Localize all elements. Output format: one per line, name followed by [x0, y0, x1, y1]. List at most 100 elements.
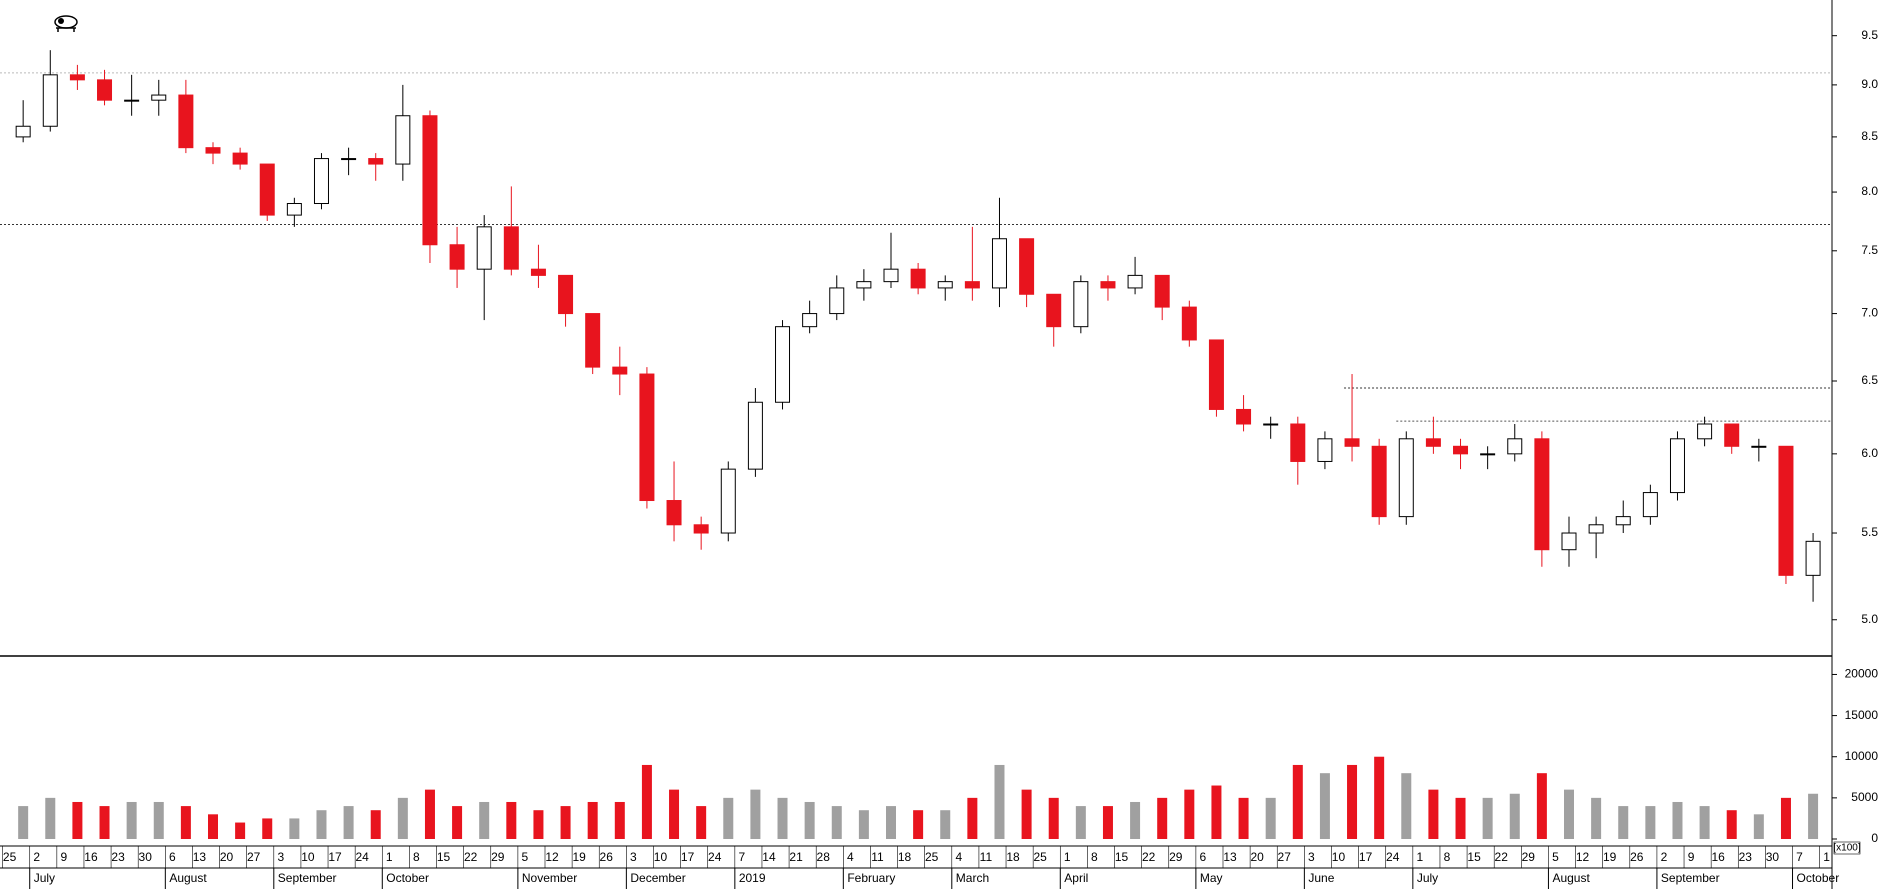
volume-bar [831, 806, 842, 839]
x-tick-label: 20 [1250, 850, 1264, 864]
candle-body [910, 268, 926, 289]
volume-bar [1645, 806, 1656, 839]
y-tick-label: 7.5 [1861, 243, 1878, 257]
month-label: July [1417, 871, 1438, 885]
candle-body [747, 401, 763, 470]
y-tick-label: 5.5 [1861, 525, 1878, 539]
x-tick-label: 23 [1739, 850, 1753, 864]
candle-body [449, 244, 465, 270]
candle-body [1127, 274, 1143, 289]
candle-body [1453, 445, 1469, 455]
y2-tick-label: 10000 [1845, 749, 1879, 763]
candle-body [1561, 532, 1577, 551]
volume-bar [669, 789, 680, 839]
x-tick-label: 6 [169, 850, 176, 864]
candle-body [1371, 445, 1387, 518]
candle-body [1805, 540, 1821, 576]
volume-bar [1618, 806, 1629, 839]
month-label: September [278, 871, 337, 885]
volume-bar [1808, 793, 1819, 839]
candle-body [612, 366, 628, 375]
x-tick-label: 25 [3, 850, 17, 864]
x-tick-label: 11 [871, 850, 884, 864]
candle-body [1181, 306, 1197, 341]
candle-body [205, 147, 221, 154]
volume-bar [1184, 789, 1195, 839]
x-tick-label: 8 [413, 850, 420, 864]
x-tick-label: 16 [1711, 850, 1725, 864]
x-tick-label: 24 [708, 850, 722, 864]
x-tick-label: 3 [277, 850, 284, 864]
volume-bar [1238, 797, 1249, 839]
x-tick-label: 12 [1576, 850, 1590, 864]
x-tick-label: 1 [1064, 850, 1071, 864]
candle-body [1208, 339, 1224, 410]
volume-bar [614, 801, 625, 839]
x-tick-label: 20 [220, 850, 234, 864]
volume-bar [397, 797, 408, 839]
candle-body [368, 158, 384, 165]
volume-bar [506, 801, 517, 839]
candle-body [1642, 492, 1658, 518]
x-tick-label: 10 [1332, 850, 1346, 864]
candle-body [341, 158, 357, 161]
volume-bar [126, 801, 137, 839]
candle-body [1480, 453, 1496, 456]
candle-body [1751, 445, 1767, 448]
x-tick-label: 4 [847, 850, 854, 864]
volume-bar [1048, 797, 1059, 839]
candle-body [286, 203, 302, 216]
x-tick-label: 3 [1308, 850, 1315, 864]
volume-bar [641, 764, 652, 839]
candle-body [259, 163, 275, 216]
candle-body [1588, 524, 1604, 534]
y2-tick-label: 20000 [1845, 667, 1879, 681]
x-tick-label: 19 [572, 850, 586, 864]
candle-body [1100, 281, 1116, 289]
candle-body [15, 125, 31, 138]
volume-bar [1428, 789, 1439, 839]
x-tick-label: 18 [1006, 850, 1020, 864]
candle-body [1615, 516, 1631, 526]
volume-bar [886, 806, 896, 839]
x-tick-label: 9 [1688, 850, 1695, 864]
candle-body [1236, 408, 1252, 425]
volume-bar [1482, 797, 1493, 839]
volume-bar [1753, 814, 1764, 839]
x-tick-label: 25 [1033, 850, 1047, 864]
volume-bar [72, 801, 83, 839]
candle-body [1724, 423, 1740, 447]
month-label: October [386, 871, 429, 885]
x-tick-label: 6 [1200, 850, 1207, 864]
candle-body [395, 115, 411, 165]
x-tick-label: 21 [789, 850, 803, 864]
x-tick-label: 2 [33, 850, 40, 864]
x-tick-label: 16 [84, 850, 98, 864]
volume-bar [1509, 793, 1520, 839]
volume-bar [1564, 789, 1574, 839]
candle-body [124, 99, 140, 102]
month-label: August [169, 871, 207, 885]
volume-bar [1292, 764, 1303, 839]
volume-bar [1157, 797, 1168, 839]
candle-body [42, 74, 58, 127]
x-tick-label: 5 [522, 850, 529, 864]
y2-tick-label: 5000 [1851, 790, 1878, 804]
x-tick-label: 26 [1630, 850, 1644, 864]
x-tick-label: 9 [60, 850, 67, 864]
x-tick-label: 27 [247, 850, 261, 864]
candle-body [1425, 438, 1441, 447]
candle-body [1073, 281, 1089, 328]
candle-body [232, 152, 248, 165]
candle-body [856, 281, 872, 289]
volume-bar [777, 797, 788, 839]
volume-bar [560, 806, 571, 839]
candle-body [422, 115, 438, 246]
month-label: July [34, 871, 55, 885]
y2-tick-label: 0 [1871, 831, 1878, 845]
volume-bar [1374, 756, 1385, 839]
candle-body [802, 313, 818, 328]
volume-bar [1780, 797, 1791, 839]
